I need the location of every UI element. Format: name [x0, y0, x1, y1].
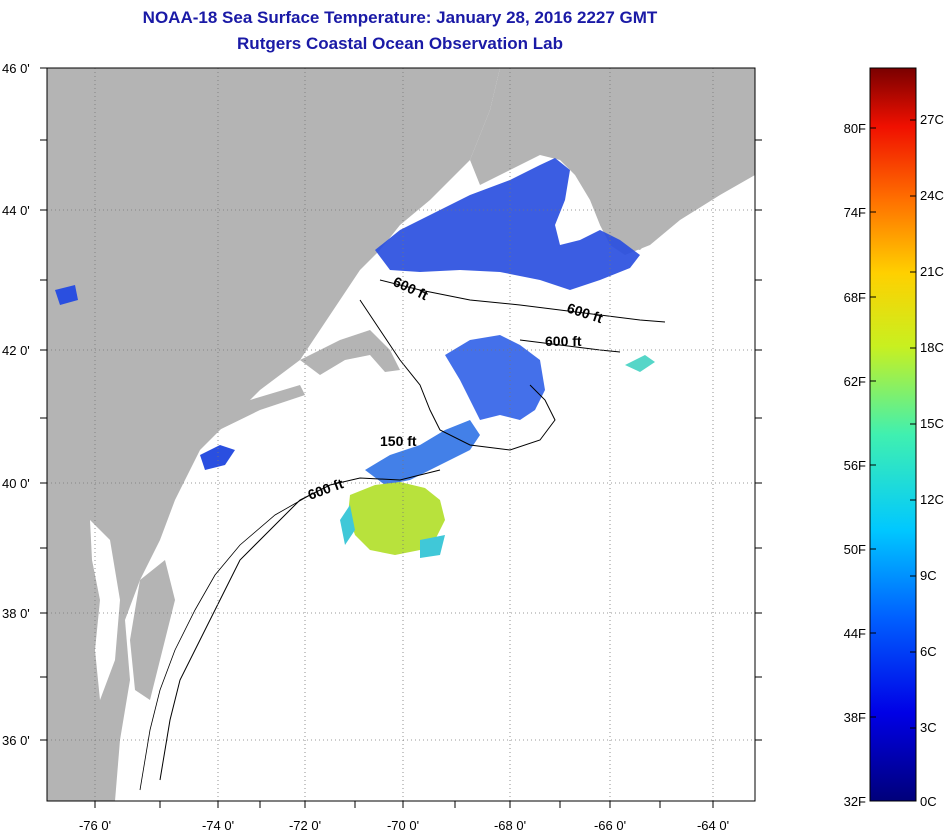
contour-600ft-georges: [519, 339, 621, 353]
contour-600ft: [379, 279, 666, 323]
sst-small-patch-2: [55, 285, 78, 305]
land-cape-cod: [300, 330, 400, 375]
colorbar-label-74f: 74F: [844, 205, 866, 220]
colorbar-label-44f: 44F: [844, 626, 866, 641]
colorbar-label-9c: 9C: [920, 568, 937, 583]
lat-label-38: 38 0': [2, 606, 30, 621]
colorbar-label-80f: 80F: [844, 121, 866, 136]
lat-label-44: 44 0': [2, 203, 30, 218]
lat-label-46: 46 0': [2, 61, 30, 76]
lat-label-36: 36 0': [2, 733, 30, 748]
sst-georges-bank: [445, 335, 545, 420]
map-title: NOAA-18 Sea Surface Temperature: January…: [142, 8, 658, 27]
colorbar-label-32f: 32F: [844, 794, 866, 809]
colorbar-ticks: [870, 119, 916, 729]
sst-warm-slope: [348, 482, 445, 555]
colorbar-label-18c: 18C: [920, 340, 944, 355]
colorbar-label-6c: 6C: [920, 644, 937, 659]
colorbar-label-27c: 27C: [920, 112, 944, 127]
contour-label-150ft: 150 ft: [380, 433, 417, 449]
lon-label-70: -70 0': [387, 818, 419, 833]
sst-shelf-blue: [365, 420, 480, 485]
colorbar-label-12c: 12C: [920, 492, 944, 507]
land-delmarva: [130, 560, 175, 700]
colorbar-label-3c: 3C: [920, 720, 937, 735]
contour-shelf-inner: [139, 494, 311, 791]
colorbar-label-15c: 15C: [920, 416, 944, 431]
colorbar-label-62f: 62F: [844, 374, 866, 389]
map-frame: [46, 67, 756, 802]
colorbar: [869, 67, 917, 802]
lon-label-68: -68 0': [494, 818, 526, 833]
lat-label-40: 40 0': [2, 476, 30, 491]
lon-label-74: -74 0': [202, 818, 234, 833]
sst-offshore-patch: [625, 355, 655, 372]
contour-150ft: [359, 299, 556, 451]
land-us-mainland: [47, 68, 500, 801]
sst-gulf-of-maine: [375, 158, 640, 290]
contour-600ft-shelf: [159, 469, 441, 781]
colorbar-label-50f: 50F: [844, 542, 866, 557]
lat-label-42: 42 0': [2, 343, 30, 358]
colorbar-label-38f: 38F: [844, 710, 866, 725]
chesapeake-bay: [90, 520, 120, 700]
lon-label-72: -72 0': [289, 818, 321, 833]
colorbar-label-56f: 56F: [844, 458, 866, 473]
map-subtitle: Rutgers Coastal Ocean Observation Lab: [237, 34, 563, 53]
sst-warm-edge: [340, 505, 445, 558]
colorbar-label-24c: 24C: [920, 188, 944, 203]
axis-ticks: [40, 67, 762, 808]
land-long-island: [205, 385, 305, 432]
colorbar-label-21c: 21C: [920, 264, 944, 279]
lon-label-76: -76 0': [79, 818, 111, 833]
sst-small-patch: [200, 445, 235, 470]
land-nova-scotia: [600, 150, 755, 255]
lon-label-64: -64 0': [697, 818, 729, 833]
contour-label-600ft-3: 600 ft: [545, 333, 582, 349]
colorbar-label-0c: 0C: [920, 794, 937, 809]
lon-label-66: -66 0': [594, 818, 626, 833]
colorbar-label-68f: 68F: [844, 290, 866, 305]
